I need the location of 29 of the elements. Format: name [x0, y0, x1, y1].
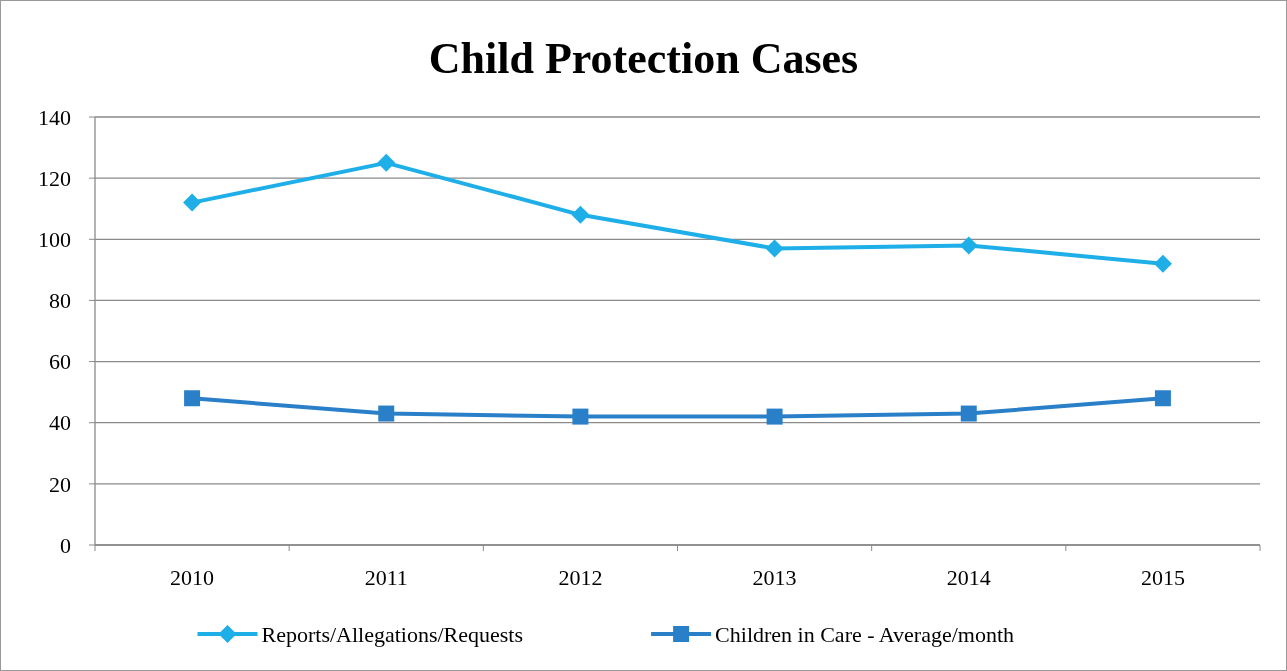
point: [960, 405, 977, 422]
y-tick-label: 100: [38, 226, 71, 252]
y-tick-label: 140: [38, 104, 71, 130]
x-tick-label: 2011: [364, 565, 408, 590]
point: [766, 408, 783, 425]
point: [378, 405, 395, 422]
x-tick-label: 2014: [946, 565, 991, 590]
y-tick-label: 80: [49, 288, 71, 314]
x-tick-label: 2015: [1140, 565, 1185, 590]
point: [571, 205, 590, 224]
y-tick-label: 60: [49, 349, 71, 375]
point: [959, 236, 978, 255]
legend-label: Children in Care - Average/month: [715, 621, 1015, 647]
point: [377, 153, 396, 172]
y-tick-label: 20: [49, 471, 71, 497]
chart-title: Child Protection Cases: [428, 34, 859, 83]
point: [184, 390, 201, 407]
point: [1154, 390, 1171, 407]
x-tick-label: 2013: [752, 565, 797, 590]
x-tick-label: 2012: [558, 565, 603, 590]
y-tick-label: 120: [38, 165, 71, 191]
y-tick-label: 40: [49, 410, 71, 436]
point: [183, 193, 202, 212]
point: [1153, 254, 1172, 273]
x-tick-label: 2010: [170, 565, 215, 590]
point: [572, 408, 589, 425]
point: [765, 239, 784, 258]
y-tick-label: 0: [60, 532, 71, 558]
legend-label: Reports/Allegations/Requests: [261, 621, 524, 647]
